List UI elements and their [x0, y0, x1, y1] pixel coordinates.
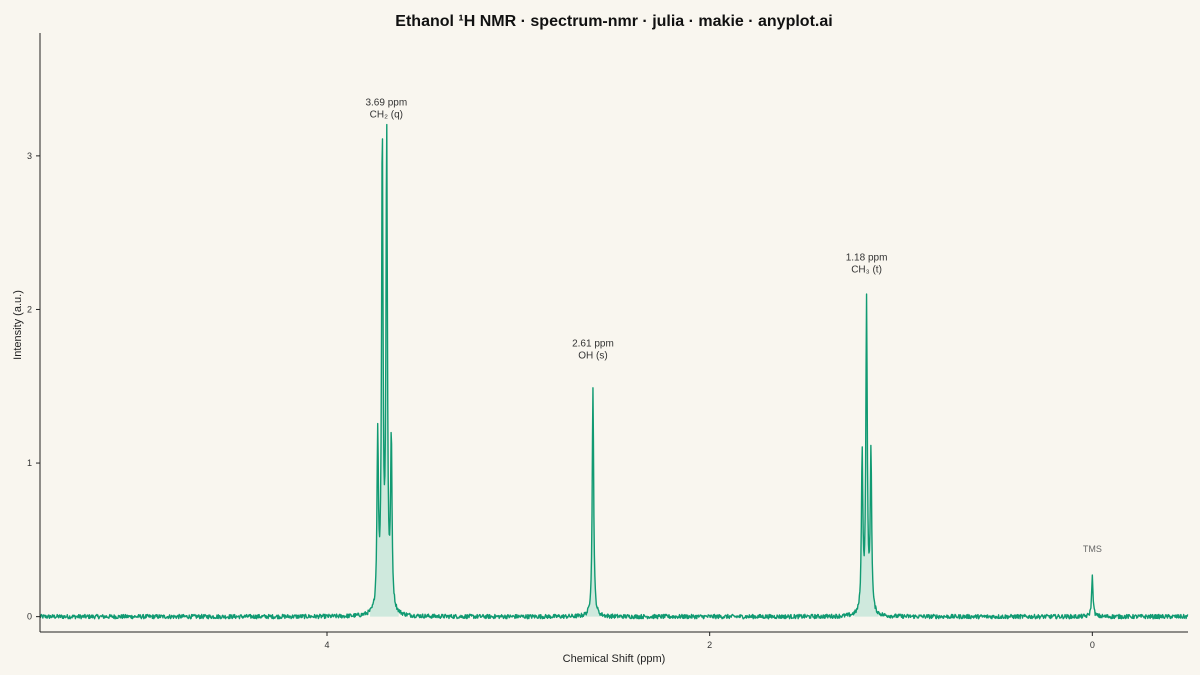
peak-annotation-group: CH₃ (t) [851, 265, 882, 276]
peak-fill [370, 124, 399, 617]
peak-fill [585, 387, 601, 617]
y-tick-label: 0 [27, 612, 32, 622]
peak-annotation-tms: TMS [1083, 544, 1102, 554]
peak-annotation-group: CH₂ (q) [370, 109, 403, 120]
x-axis-ticks: 4 2 0 [324, 632, 1095, 650]
peak-annotation-shift: 2.61 ppm [572, 339, 614, 350]
y-tick-label: 2 [27, 304, 32, 314]
peak-annotation-group: OH (s) [578, 351, 607, 362]
x-axis-label: Chemical Shift (ppm) [563, 653, 666, 665]
y-tick-label: 3 [27, 151, 32, 161]
y-tick-label: 1 [27, 458, 32, 468]
peak-annotation-shift: 3.69 ppm [365, 97, 407, 108]
x-tick-label: 2 [707, 640, 712, 650]
peak-annotation-shift: 1.18 ppm [846, 253, 888, 264]
y-axis-label: Intensity (a.u.) [12, 290, 24, 360]
chart-title: Ethanol ¹H NMR · spectrum-nmr · julia · … [395, 13, 832, 30]
x-tick-label: 0 [1090, 640, 1095, 650]
plot-area [39, 123, 1189, 620]
x-tick-label: 4 [324, 640, 329, 650]
y-axis-ticks: 0 1 2 3 [27, 151, 40, 622]
spectrum-line [39, 123, 1189, 620]
peak-fill [854, 294, 879, 617]
